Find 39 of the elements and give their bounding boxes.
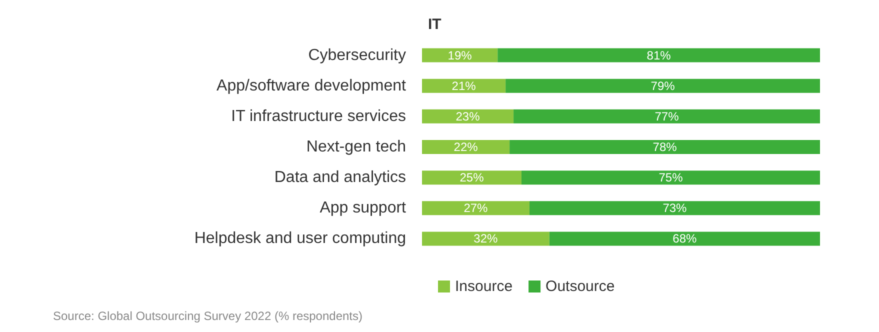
- bar: [510, 140, 820, 154]
- data-label: 78%: [652, 140, 678, 154]
- data-label: 32%: [474, 232, 498, 246]
- data-label: 79%: [650, 78, 676, 93]
- bar: [506, 78, 820, 93]
- data-label: 19%: [448, 48, 472, 62]
- data-label: 73%: [662, 201, 688, 216]
- bar: [498, 48, 820, 62]
- data-label: 77%: [654, 109, 680, 124]
- data-label: 23%: [456, 109, 480, 124]
- y-tick-label: Cybersecurity: [308, 46, 406, 64]
- data-label: 27%: [464, 201, 488, 216]
- bar: [549, 232, 820, 246]
- data-label: 22%: [454, 140, 478, 154]
- bar: [422, 78, 506, 93]
- bar: [514, 109, 820, 124]
- bar: [422, 170, 522, 185]
- chart-title: IT: [428, 16, 442, 33]
- source-note: Source: Global Outsourcing Survey 2022 (% respondents): [53, 309, 362, 323]
- y-tick-label: Next-gen tech: [306, 138, 406, 156]
- y-tick-label: App/software development: [216, 77, 407, 94]
- y-tick-label: IT infrastructure services: [231, 108, 406, 125]
- y-tick-label: Data and analytics: [274, 169, 406, 186]
- bar: [422, 48, 498, 62]
- data-label: 68%: [672, 232, 698, 246]
- legend-label: Outsource: [546, 278, 615, 295]
- bar: [422, 232, 550, 246]
- data-label: 75%: [658, 170, 684, 185]
- bar: [422, 140, 510, 154]
- data-label: 81%: [646, 48, 672, 62]
- legend-label: Insource: [455, 278, 513, 295]
- data-label: 21%: [452, 78, 476, 93]
- bar: [522, 170, 820, 185]
- bar: [422, 201, 530, 216]
- y-tick-label: App support: [320, 200, 407, 217]
- y-tick-label: Helpdesk and user computing: [194, 230, 406, 248]
- bar: [529, 201, 820, 216]
- bar: [422, 109, 514, 124]
- data-label: 25%: [460, 170, 484, 185]
